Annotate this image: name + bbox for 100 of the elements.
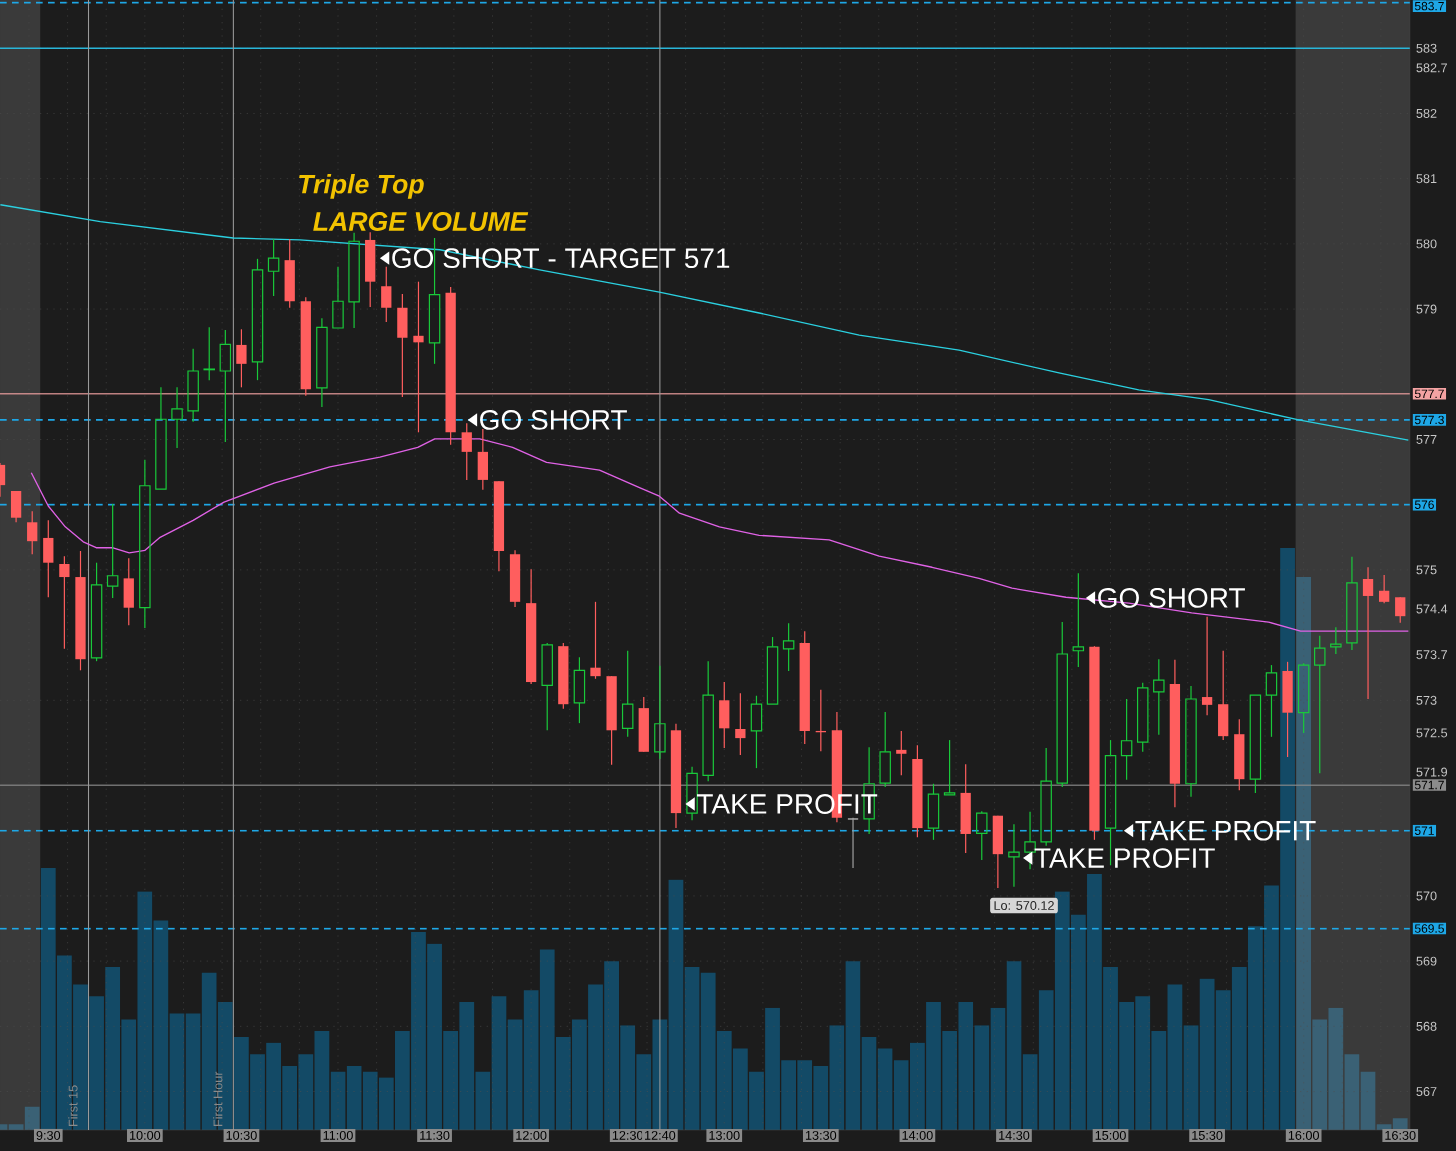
bar [1183,1025,1199,1130]
candlestick [686,766,698,821]
bar [1199,978,1215,1130]
bar [877,1048,893,1130]
candlestick [1153,658,1165,736]
candlestick [654,665,666,760]
y-tick-label: 572.5 [1416,728,1448,738]
candlestick [1330,626,1342,655]
y-tick-label: 574.4 [1416,604,1448,614]
bar [491,996,507,1130]
y-tick-label: 577 [1416,435,1437,444]
candlestick [171,386,183,449]
candlestick [461,422,472,481]
annotation: TAKE PROFIT [1135,820,1316,841]
bar [893,1060,909,1130]
candlestick [1201,616,1213,716]
ref-line-label: 583.7 [1414,1,1444,11]
x-tick-label: 16:30 [1385,1130,1416,1140]
candlestick [1395,596,1406,624]
line-series [30,438,1410,632]
bar [330,1071,346,1130]
candlestick [187,348,199,423]
y-tick-label: 580 [1416,239,1437,249]
bar [314,1031,330,1130]
candlestick [1362,566,1374,700]
bar [974,1025,990,1130]
candlestick [590,601,601,680]
x-tick-label: 15:30 [1192,1130,1223,1140]
annotation: Triple Top [299,174,424,199]
y-tick-label: 581 [1416,174,1437,184]
candlestick [943,739,956,796]
candlestick [1346,556,1358,651]
annotation: TAKE PROFIT [1034,848,1215,868]
x-tick-label: 14:00 [902,1130,933,1140]
y-tick-label: 570 [1416,891,1437,901]
candlestick [348,232,360,329]
y-tick-label: 582 [1416,108,1437,118]
bar [861,1036,877,1130]
candlestick [59,555,70,650]
y-tick-label: 583 [1416,43,1437,53]
y-tick-label: 582.7 [1416,63,1447,73]
bar [1344,1054,1360,1130]
y-tick-label: 569 [1416,956,1437,966]
candlestick [27,510,38,555]
bar [684,967,700,1130]
candlestick [332,266,344,329]
bar [845,961,861,1130]
x-tick-label: 15:00 [1095,1130,1126,1140]
y-tick-label: 568 [1416,1021,1437,1031]
x-tick-label: 10:00 [129,1130,161,1140]
candlestick [267,238,280,297]
ref-line-label: 571.7 [1414,780,1444,790]
bar [24,1106,40,1130]
y-tick-label: 567 [1416,1087,1437,1097]
candlestick [316,317,328,408]
ref-line-label: 569.5 [1414,924,1444,933]
bar [668,879,684,1130]
x-tick-label: 10:30 [226,1130,257,1140]
x-tick-label: 13:00 [709,1130,740,1140]
y-tick-label: 573 [1416,695,1437,705]
bar [1022,1054,1038,1130]
annotation: LARGE VOLUME [313,212,529,231]
x-tick-label: 12:40 [645,1130,676,1140]
candlestick [413,281,424,433]
y-tick-label: 575 [1416,565,1437,575]
x-tick-label: 9:30 [36,1130,61,1140]
bar [475,1071,491,1130]
ref-line-label: 577.3 [1414,415,1444,425]
candlestick [1008,823,1020,888]
y-tick-label: 573.7 [1416,650,1447,660]
bar [1392,1118,1408,1130]
bar [346,1065,362,1130]
bar [234,1036,249,1130]
candlestick [236,328,247,388]
ref-line-label: 576 [1414,500,1434,509]
x-tick-label: 12:00 [516,1130,547,1140]
bar [990,1007,1006,1130]
bar [942,1031,957,1130]
line-series [0,204,1410,441]
y-tick-label: 579 [1416,304,1437,314]
bar [250,1054,265,1130]
candlestick [1379,574,1390,604]
candlestick [139,459,151,629]
ref-line-label: First 15 [68,1085,78,1127]
ref-line-label: 577.7 [1414,389,1444,399]
bar [1006,961,1022,1130]
bar [829,1025,845,1130]
candlestick [1185,685,1197,798]
x-tick-label: 16:00 [1288,1130,1320,1140]
ref-line-label: 571 [1414,826,1434,835]
bar [185,1013,201,1130]
annotation: Lo: 570.12 [994,901,1054,910]
candlestick [896,730,907,776]
bar [153,920,169,1130]
y-tick-label: 571.9 [1416,767,1448,777]
candlestick [735,692,746,756]
bar [507,1019,523,1130]
bar [958,1001,974,1130]
x-tick-label: 11:00 [323,1130,353,1140]
candlestick [381,266,392,323]
